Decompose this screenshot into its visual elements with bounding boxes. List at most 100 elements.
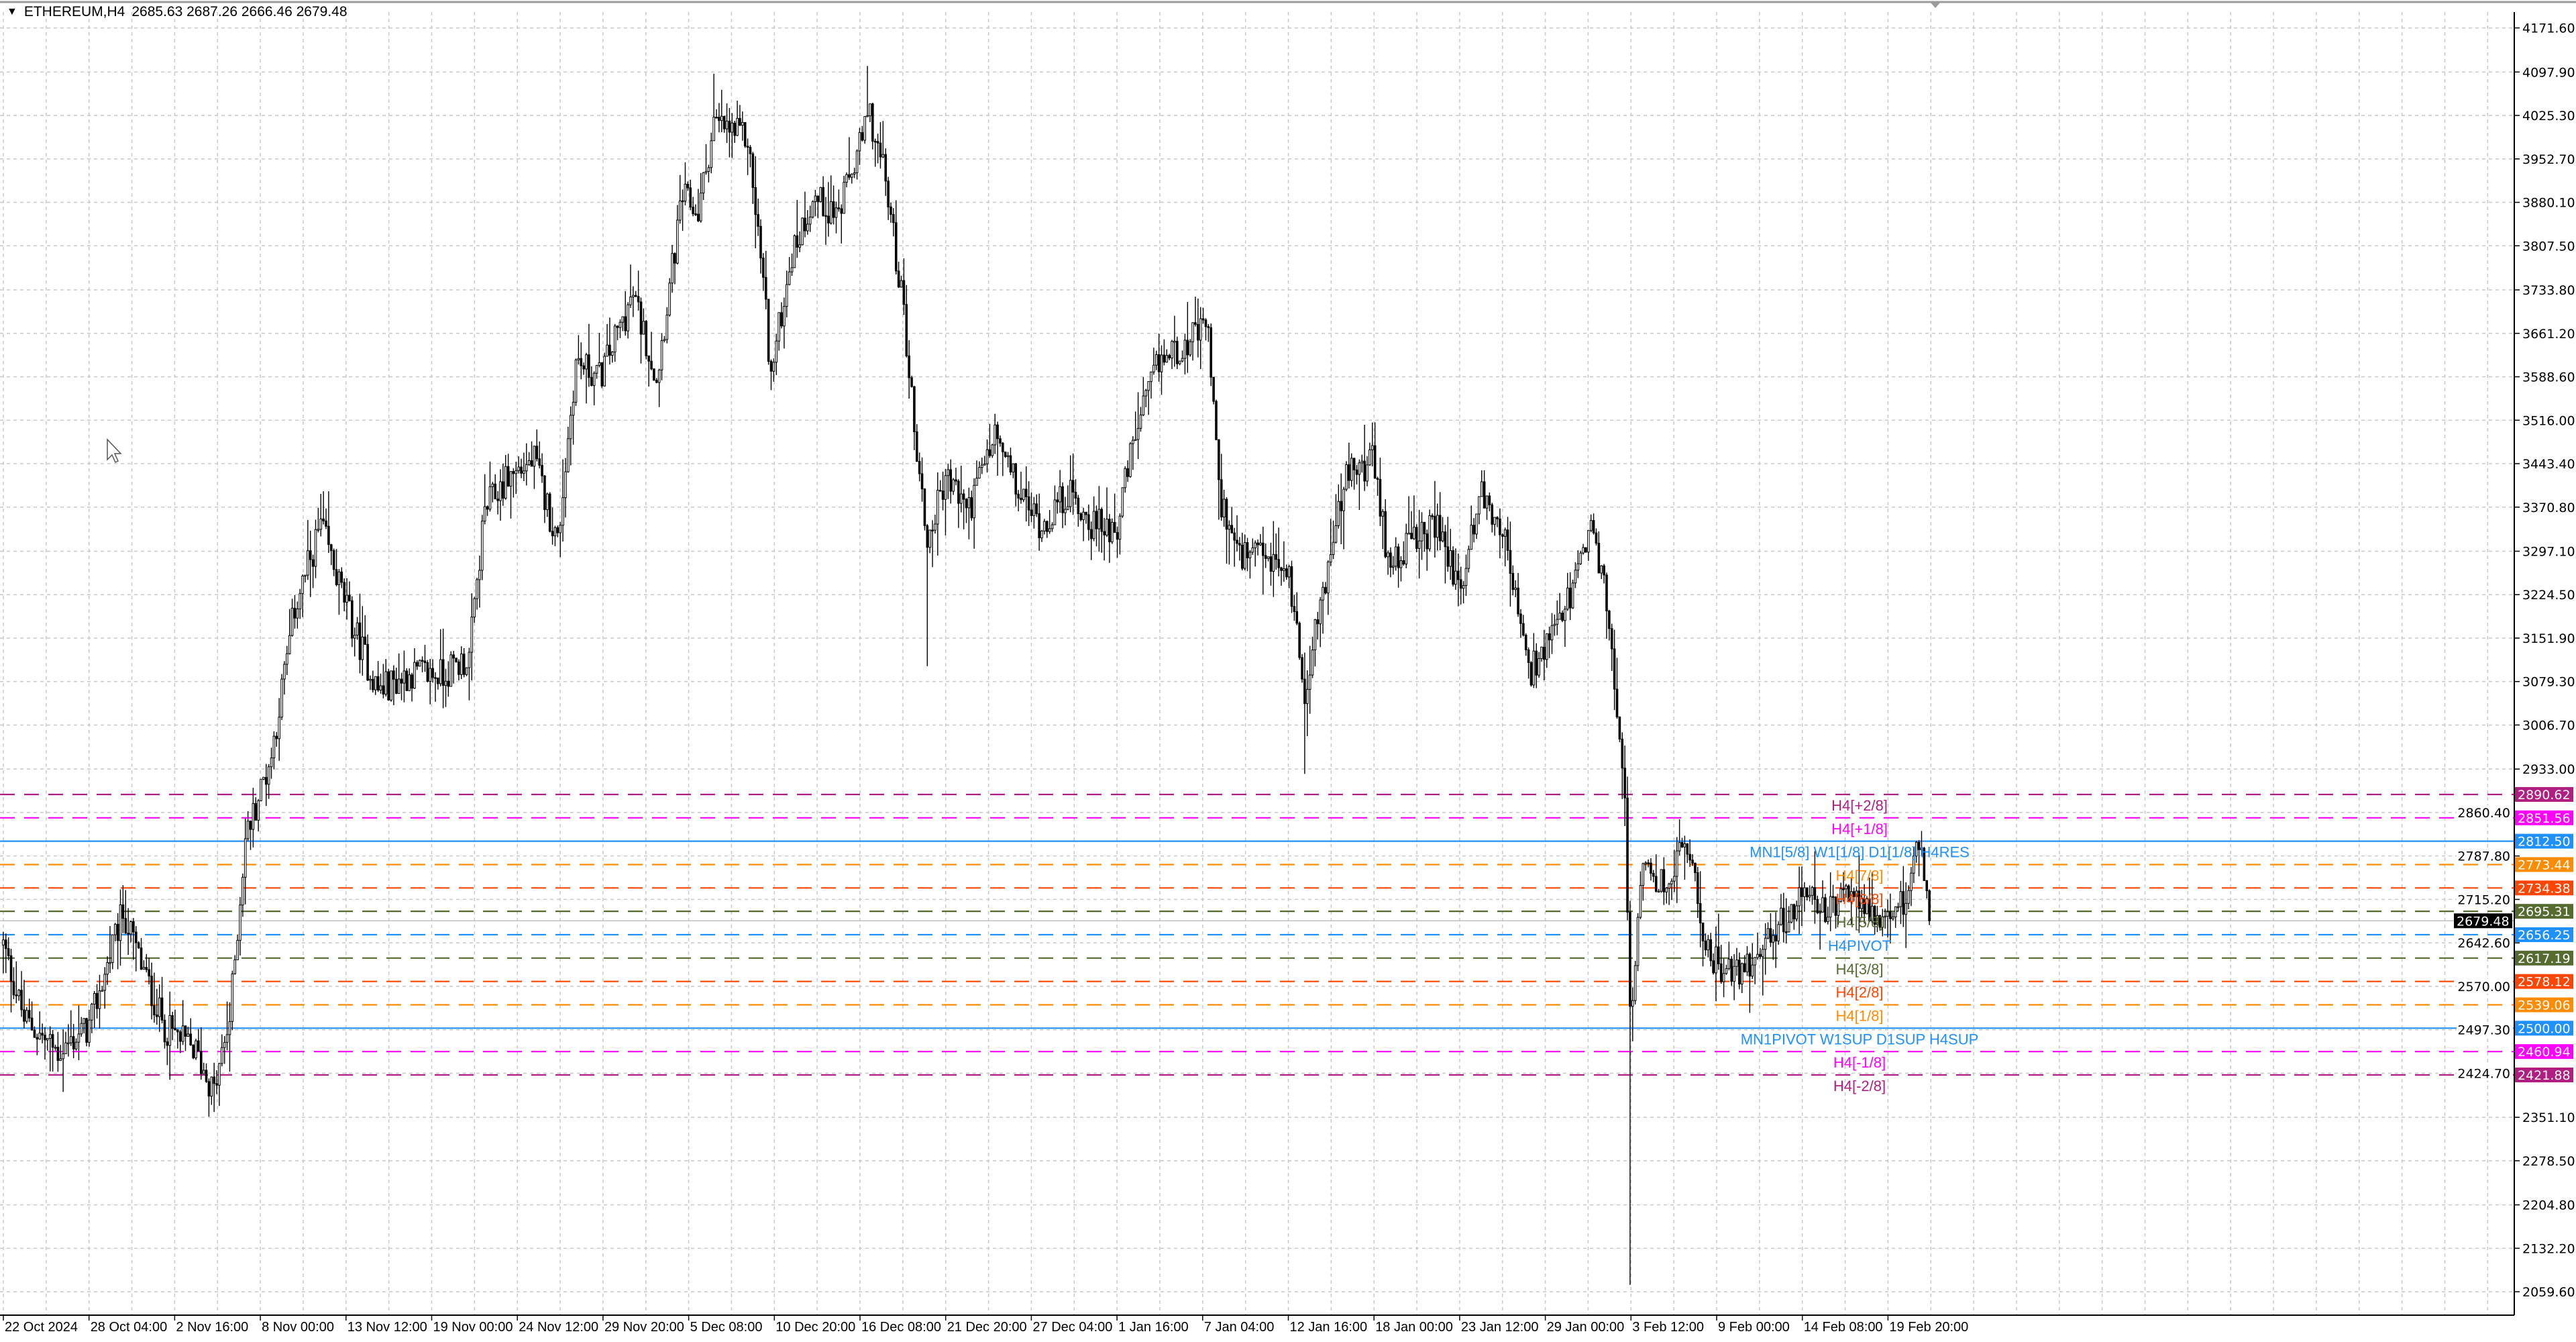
candle-bear	[543, 475, 546, 511]
candle-bull	[546, 493, 549, 511]
candle-bull	[725, 120, 729, 130]
time-axis[interactable]: 22 Oct 2024 28 Oct 04:00 2 Nov 16:00 8 Nov …	[3, 1315, 1968, 1335]
candle-bear	[1457, 570, 1460, 580]
candle-bear	[608, 344, 611, 356]
candle-bull	[1665, 887, 1668, 892]
candle-bear	[44, 1035, 46, 1041]
level-price-tag-bg	[2515, 927, 2573, 942]
candle-bear	[1056, 499, 1059, 503]
candle-bear	[205, 1070, 208, 1082]
candle-bear	[1009, 455, 1012, 473]
candle-bear	[441, 659, 445, 686]
candle-bear	[1585, 547, 1587, 553]
candle-bear	[616, 325, 619, 328]
candle-bear	[1878, 915, 1882, 928]
candle-bear	[1618, 716, 1621, 739]
price-axis[interactable]: 4171.60 4097.90 4025.30 3952.70 3880.10 3807.…	[2457, 21, 2575, 1300]
candle-bear	[1246, 542, 1249, 558]
candle-bear	[411, 674, 413, 689]
candle-bear	[364, 636, 367, 645]
candle-bull	[843, 182, 845, 214]
candle-bull	[1144, 390, 1148, 397]
candle-bear	[1730, 958, 1733, 982]
candle-bear	[1004, 452, 1007, 457]
candle-bear	[955, 479, 957, 482]
candle-bull	[1733, 966, 1735, 982]
candle-bear	[1688, 854, 1691, 861]
candle-bear	[121, 904, 125, 919]
candle-bear	[1280, 567, 1283, 571]
candle-bull	[225, 1034, 229, 1043]
price-tick-label: 3952.70	[2522, 152, 2575, 167]
shift-marker-icon[interactable]	[1931, 3, 1940, 8]
candle-bear	[1431, 515, 1434, 517]
level-price-tag-bg	[2515, 857, 2573, 872]
candle-bear	[733, 122, 736, 136]
candle-bear	[1524, 635, 1527, 651]
candle-bull	[1106, 519, 1108, 535]
candle-bull	[1480, 481, 1483, 497]
candle-bear	[686, 183, 690, 189]
candle-bull	[1829, 896, 1832, 918]
candle-bear	[1488, 495, 1491, 505]
level-label: MN1[5/8] W1[1/8] D1[1/8] H4RES	[1750, 844, 1970, 861]
candle-bear	[184, 1025, 187, 1037]
candle-bull	[1746, 953, 1749, 972]
time-tick-label: 19 Feb 20:00	[1889, 1320, 1968, 1335]
candle-bear	[23, 1009, 25, 1022]
candle-bear	[358, 622, 362, 660]
candle-bear	[7, 948, 10, 956]
candle-bull	[1160, 354, 1163, 372]
candle-bear	[1748, 953, 1752, 977]
candle-bull	[288, 635, 291, 654]
candle-bear	[1298, 623, 1301, 658]
candle-bear	[1103, 531, 1106, 535]
candle-bull	[1051, 524, 1054, 529]
price-tick-label: 3516.00	[2522, 413, 2575, 428]
triangle-down-icon[interactable]: ▼	[7, 6, 17, 17]
candle-bear	[910, 377, 913, 387]
level-price-tag-bg	[2515, 974, 2573, 989]
candle-bear	[1519, 613, 1522, 624]
level-label: H4[-2/8]	[1833, 1078, 1886, 1094]
candle-bear	[1397, 546, 1400, 568]
price-tick-label: 2715.20	[2457, 892, 2510, 907]
candle-bull	[317, 529, 320, 531]
candle-bull	[77, 1033, 80, 1043]
candle-bear	[1233, 532, 1236, 541]
time-tick-label: 5 Dec 08:00	[690, 1320, 763, 1335]
candle-bull	[1350, 458, 1353, 481]
candle-bear	[674, 253, 676, 264]
candle-bull	[48, 1034, 52, 1039]
candle-bull	[1899, 891, 1902, 907]
candle-bear	[431, 668, 434, 678]
candle-bear	[1014, 463, 1018, 495]
candle-bull	[1155, 354, 1158, 366]
candle-bull	[1228, 525, 1231, 530]
time-tick-label: 12 Jan 16:00	[1290, 1320, 1368, 1335]
candle-bull	[1722, 973, 1725, 982]
level-price-tag: 2734.38	[2518, 881, 2571, 896]
candle-bear	[1303, 678, 1306, 705]
candle-bull	[1845, 885, 1847, 890]
candle-bear	[1615, 688, 1619, 717]
candle-bull	[1668, 883, 1670, 888]
candle-bull	[1787, 921, 1790, 933]
candle-bull	[1118, 515, 1122, 540]
candle-bull	[1110, 521, 1114, 543]
candle-bear	[931, 529, 934, 531]
candle-bear	[1743, 963, 1746, 972]
candle-bear	[1917, 841, 1921, 850]
candle-bull	[1191, 322, 1194, 342]
tick-label-bg	[2457, 848, 2513, 864]
candle-bear	[1608, 610, 1611, 629]
level-price-tag-bg	[2515, 810, 2573, 825]
candle-bull	[606, 344, 608, 357]
candle-bear	[20, 990, 23, 1011]
level-label: H4[1/8]	[1836, 1007, 1884, 1024]
price-tick-label: 3370.80	[2522, 501, 2575, 515]
candle-bull	[1556, 619, 1559, 625]
candle-bear	[1238, 543, 1241, 546]
